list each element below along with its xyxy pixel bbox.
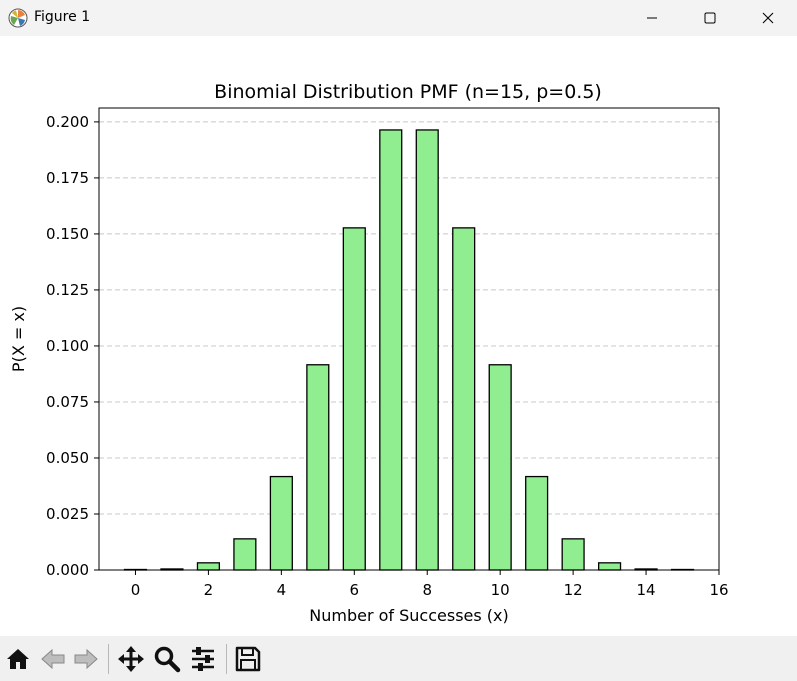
bar-x-13 bbox=[597, 562, 622, 571]
x-tick-label: 0 bbox=[131, 581, 141, 599]
back-arrow-icon bbox=[41, 648, 65, 670]
maximize-icon bbox=[704, 12, 716, 24]
y-tick-label: 0.075 bbox=[46, 393, 89, 411]
save-button[interactable] bbox=[233, 644, 263, 674]
toolbar-separator bbox=[226, 644, 227, 674]
y-tick-label: 0.100 bbox=[46, 337, 89, 355]
minimize-icon bbox=[647, 17, 657, 19]
forward-button[interactable] bbox=[71, 644, 101, 674]
figure-canvas[interactable]: Binomial Distribution PMF (n=15, p=0.5) … bbox=[0, 36, 797, 636]
matplotlib-logo-icon bbox=[8, 8, 28, 28]
save-floppy-icon bbox=[235, 646, 261, 672]
zoom-button[interactable] bbox=[152, 644, 182, 674]
x-tick-label: 6 bbox=[350, 581, 360, 599]
y-tick-label: 0.000 bbox=[46, 561, 89, 579]
configure-subplots-icon bbox=[192, 647, 214, 671]
pan-button[interactable] bbox=[116, 644, 146, 674]
y-tick-label: 0.050 bbox=[46, 449, 89, 467]
zoom-magnifier-icon bbox=[154, 646, 181, 673]
bars bbox=[123, 129, 695, 571]
x-tick-label: 10 bbox=[491, 581, 510, 599]
home-icon bbox=[7, 649, 29, 669]
bar-x-2 bbox=[196, 562, 221, 571]
close-button[interactable] bbox=[739, 0, 797, 36]
x-axis-label: Number of Successes (x) bbox=[309, 606, 509, 625]
bar-x-6 bbox=[342, 227, 366, 571]
bar-x-3 bbox=[233, 538, 257, 571]
minimize-button[interactable] bbox=[623, 0, 681, 36]
back-button[interactable] bbox=[38, 644, 68, 674]
y-tick-label: 0.200 bbox=[46, 113, 89, 131]
bar-x-7 bbox=[379, 129, 403, 571]
navigation-toolbar bbox=[0, 636, 797, 681]
window-title: Figure 1 bbox=[34, 9, 91, 25]
x-tick-label: 4 bbox=[277, 581, 287, 599]
y-axis-ticks: 0.000 0.025 0.050 0.075 0.100 0.125 0.150 0.175… bbox=[46, 113, 99, 579]
bar-x-12 bbox=[561, 538, 585, 571]
x-tick-label: 14 bbox=[637, 581, 656, 599]
toolbar-separator bbox=[108, 644, 109, 674]
bar-x-10 bbox=[488, 364, 512, 571]
title-bar: Figure 1 bbox=[0, 0, 797, 36]
x-tick-label: 2 bbox=[204, 581, 214, 599]
pan-move-icon bbox=[118, 646, 144, 672]
maximize-button[interactable] bbox=[681, 0, 739, 36]
y-axis-label: P(X = x) bbox=[9, 306, 28, 372]
y-tick-label: 0.175 bbox=[46, 169, 89, 187]
forward-arrow-icon bbox=[74, 648, 98, 670]
bar-x-4 bbox=[269, 475, 293, 571]
bar-x-8 bbox=[415, 129, 439, 571]
y-tick-label: 0.125 bbox=[46, 281, 89, 299]
bar-chart: Binomial Distribution PMF (n=15, p=0.5) … bbox=[9, 81, 729, 625]
configure-subplots-button[interactable] bbox=[188, 644, 218, 674]
x-axis-ticks: 0 2 4 6 8 10 12 14 16 bbox=[131, 570, 729, 599]
bar-x-9 bbox=[452, 227, 476, 571]
chart-title: Binomial Distribution PMF (n=15, p=0.5) bbox=[214, 81, 602, 103]
y-tick-label: 0.150 bbox=[46, 225, 89, 243]
home-button[interactable] bbox=[3, 644, 33, 674]
plot-frame bbox=[98, 107, 720, 571]
x-tick-label: 12 bbox=[564, 581, 583, 599]
close-icon bbox=[762, 12, 774, 24]
x-tick-label: 16 bbox=[709, 581, 728, 599]
x-tick-label: 8 bbox=[422, 581, 432, 599]
grid-lines bbox=[99, 121, 719, 571]
bar-x-11 bbox=[525, 475, 549, 571]
y-tick-label: 0.025 bbox=[46, 505, 89, 523]
bar-x-5 bbox=[306, 364, 330, 571]
